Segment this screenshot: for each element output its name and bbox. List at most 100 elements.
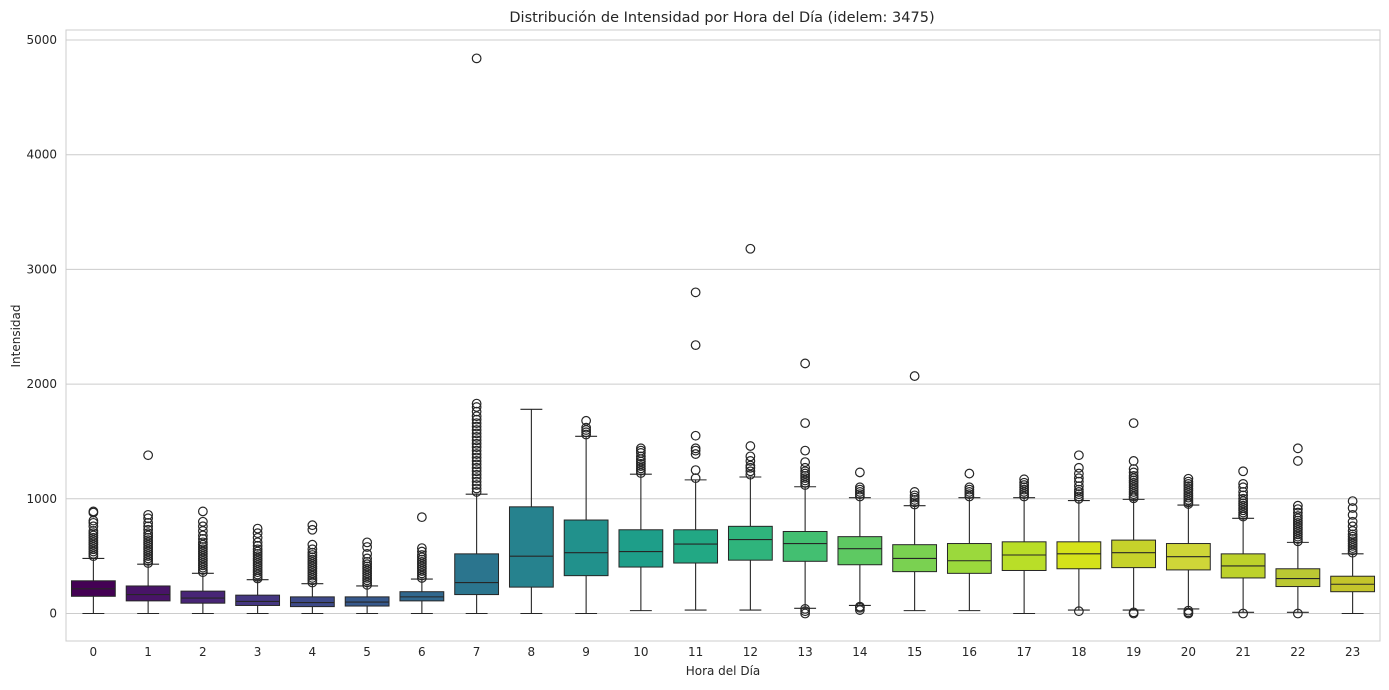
outlier-point [745,441,756,451]
outlier-point [964,468,975,479]
x-tick-label: 14 [852,645,867,659]
box-hour-18 [1056,450,1102,617]
iqr-box [1111,539,1157,569]
x-tick-label: 4 [309,645,317,659]
outlier-point [471,476,482,487]
outlier-point [307,544,318,555]
outlier-point [471,421,482,432]
y-axis-label: Intensidad [9,304,23,367]
box-hour-15 [892,371,938,612]
x-tick-label: 12 [743,645,758,659]
outlier-point [1238,466,1249,477]
outlier-point [1292,511,1303,521]
outlier-point [1183,605,1194,616]
outlier-point [1238,493,1249,504]
iqr-box [180,590,226,604]
outlier-point [1238,478,1249,489]
x-tick-label: 1 [144,645,152,659]
outlier-point [690,340,701,351]
outlier-point [1347,509,1358,520]
outlier-point [88,521,99,532]
outlier-point [1019,477,1030,488]
outlier-point [1128,607,1139,618]
outlier-point [800,358,811,369]
box-hour-0 [70,506,116,615]
y-tick-label: 4000 [26,148,57,162]
box-hour-11 [673,287,719,611]
outlier-point [690,443,701,454]
outlier-point [143,509,154,520]
outlier-point [362,548,373,559]
x-tick-label: 23 [1345,645,1360,659]
iqr-box [727,525,773,561]
x-tick-label: 18 [1071,645,1086,659]
outlier-point [800,457,811,467]
outlier-point [143,528,154,539]
outlier-point [745,456,756,466]
outlier-point [252,544,263,555]
outlier-point [143,524,154,535]
x-tick-label: 6 [418,645,426,659]
outlier-point [909,371,920,381]
outlier-point [471,487,482,497]
outlier-point [471,402,482,412]
outlier-point [854,601,865,612]
outlier-point [307,520,318,531]
outlier-point [909,490,920,501]
x-tick-label: 10 [633,645,648,659]
box-hour-14 [837,467,883,615]
box-hour-13 [782,358,828,619]
outlier-point [1128,418,1139,428]
x-tick-label: 20 [1181,645,1196,659]
outlier-point [745,466,756,477]
x-tick-label: 17 [1016,645,1031,659]
outlier-point [471,438,482,449]
outlier-point [1347,516,1358,527]
y-tick-label: 5000 [26,33,57,47]
outlier-point [1073,450,1084,461]
y-tick-label: 1000 [26,492,57,506]
box-hour-16 [946,468,992,612]
box-hour-10 [618,443,664,612]
outlier-point [471,445,482,456]
outlier-point [745,243,756,254]
outlier-point [88,506,99,517]
box-hour-4 [289,520,335,615]
iqr-box [235,594,281,606]
outlier-point [581,422,592,433]
outlier-point [362,542,373,552]
outlier-point [1019,474,1030,485]
boxes [70,53,1376,619]
x-tick-label: 21 [1235,645,1250,659]
outlier-point [416,543,427,554]
outlier-point [1128,467,1139,478]
box-hour-1 [125,450,171,615]
x-tick-label: 19 [1126,645,1141,659]
outlier-point [635,443,646,454]
outlier-point [909,487,920,497]
iqr-box [1275,568,1321,588]
outlier-point [1238,608,1249,619]
outlier-point [1292,504,1303,515]
box-hour-17 [1001,474,1047,615]
outlier-point [471,456,482,466]
iqr-box [946,543,992,574]
box-hour-5 [344,537,390,615]
box-hour-19 [1111,418,1157,619]
iqr-box [837,536,883,566]
box-hour-9 [563,415,609,615]
iqr-box [508,506,554,588]
outlier-point [416,546,427,557]
outlier-point [1292,507,1303,518]
x-axis-label: Hora del Día [686,664,761,678]
x-tick-label: 16 [962,645,977,659]
x-tick-label: 9 [582,645,590,659]
box-hour-2 [180,506,226,615]
outlier-point [471,418,482,428]
outlier-point [1292,608,1303,619]
y-tick-label: 2000 [26,377,57,391]
outlier-point [471,449,482,459]
box-hour-6 [399,512,445,615]
iqr-box [618,529,664,568]
